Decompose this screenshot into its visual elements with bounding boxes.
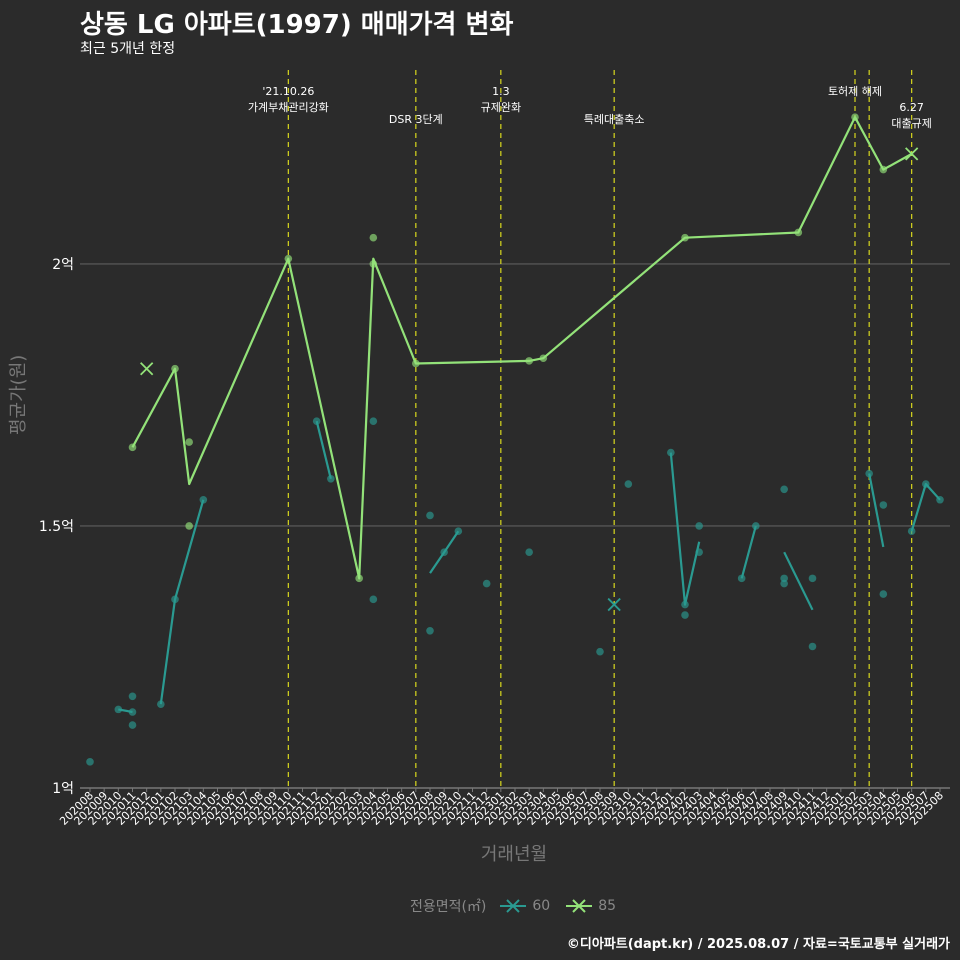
data-point-85 xyxy=(128,443,137,452)
legend-label-85: 85 xyxy=(598,898,617,914)
data-point-60 xyxy=(865,469,873,478)
legend: 전용면적(㎡) 60 85 xyxy=(0,896,960,916)
data-point-85 xyxy=(851,113,859,121)
legend-item-60: 60 xyxy=(500,898,550,914)
data-point-60 xyxy=(808,642,817,651)
data-point-85 xyxy=(185,438,193,446)
data-point-60 xyxy=(369,417,378,425)
data-point-85 xyxy=(171,364,179,373)
y-tick-label: 1억 xyxy=(52,781,74,797)
legend-swatch-85 xyxy=(566,899,593,913)
data-point-60 xyxy=(667,448,675,457)
policy-lines xyxy=(287,70,913,788)
data-point-60 xyxy=(454,527,463,535)
series-line-60 xyxy=(783,551,814,611)
data-point-60 xyxy=(199,495,208,504)
data-point-85 xyxy=(355,574,363,583)
series-line-60 xyxy=(868,473,885,548)
series-85 xyxy=(128,113,919,583)
data-point-60 xyxy=(879,590,888,598)
series-line-60 xyxy=(159,499,205,705)
data-point-85 xyxy=(369,260,378,268)
series-line-85 xyxy=(131,116,913,580)
data-point-60 xyxy=(624,480,633,488)
grid-lines xyxy=(80,263,950,789)
x-marker-85 xyxy=(140,362,154,376)
data-point-60 xyxy=(440,548,448,556)
data-point-60 xyxy=(369,595,378,604)
series-line-60 xyxy=(910,482,941,532)
chart-title: 상동 LG 아파트(1997) 매매가격 변화 xyxy=(80,10,514,40)
data-point-60 xyxy=(907,527,916,535)
series-line-60 xyxy=(669,452,701,606)
x-axis: 2020082020092020102020112020122021012021… xyxy=(57,788,946,828)
x-marker-60 xyxy=(607,597,621,612)
data-point-85 xyxy=(525,357,533,365)
data-point-60 xyxy=(681,600,689,609)
data-point-85 xyxy=(539,354,548,363)
data-point-60 xyxy=(808,574,817,583)
series-60 xyxy=(86,417,944,766)
y-axis: 1억 1.5억 2억 xyxy=(39,257,74,797)
policy-label: 대출규제 xyxy=(891,117,931,130)
policy-label: DSR 3단계 xyxy=(389,113,443,126)
data-point-85 xyxy=(794,228,803,237)
data-point-60 xyxy=(752,522,760,530)
policy-label: 토허제 해제 xyxy=(828,84,882,98)
data-point-60 xyxy=(879,501,888,509)
legend-title: 전용면적(㎡) xyxy=(409,899,487,915)
data-point-60 xyxy=(922,480,930,488)
legend-item-85: 85 xyxy=(566,898,616,914)
data-point-60 xyxy=(128,708,137,716)
data-point-85 xyxy=(284,254,293,263)
y-axis-title: 평균가(원) xyxy=(8,354,29,435)
data-point-60 xyxy=(695,548,703,556)
data-point-60 xyxy=(695,522,703,530)
x-axis-title: 거래년월 xyxy=(480,844,548,865)
legend-label-60: 60 xyxy=(532,898,551,914)
y-tick-label: 2억 xyxy=(52,257,74,273)
data-point-60 xyxy=(936,495,944,504)
x-marker-85 xyxy=(905,147,919,161)
data-point-60 xyxy=(86,757,94,766)
policy-label: 6.27 xyxy=(899,101,924,114)
data-point-60 xyxy=(780,579,788,588)
data-point-60 xyxy=(327,474,335,483)
data-point-60 xyxy=(737,574,746,583)
source-credit: ©디아파트(dapt.kr) / 2025.08.07 / 자료=국토교통부 실… xyxy=(566,937,950,952)
data-point-60 xyxy=(426,511,434,520)
y-tick-label: 1.5억 xyxy=(39,519,74,535)
data-point-60 xyxy=(780,485,788,494)
data-point-85 xyxy=(185,522,193,530)
data-point-60 xyxy=(525,548,533,556)
policy-label: '21.10.26 xyxy=(262,85,314,98)
data-point-60 xyxy=(482,579,491,588)
data-point-60 xyxy=(312,417,321,425)
data-point-85 xyxy=(879,165,888,174)
data-point-60 xyxy=(681,611,689,619)
data-point-85 xyxy=(412,359,420,368)
policy-label: 가계부채관리강화 xyxy=(248,101,329,114)
data-point-85 xyxy=(369,233,378,242)
policy-label: 1.3 xyxy=(492,85,510,98)
data-point-60 xyxy=(157,700,165,708)
chart-subtitle: 최근 5개년 한정 xyxy=(80,41,176,57)
data-point-60 xyxy=(128,692,137,701)
data-point-60 xyxy=(596,647,604,656)
data-point-60 xyxy=(171,595,179,604)
legend-swatch-60 xyxy=(500,899,527,913)
series-line-60 xyxy=(315,420,332,480)
data-point-60 xyxy=(426,626,434,635)
data-point-60 xyxy=(780,574,788,583)
data-point-85 xyxy=(681,233,689,242)
policy-label: 규제완화 xyxy=(481,101,521,114)
data-point-60 xyxy=(114,705,123,714)
policy-label: 특례대출축소 xyxy=(584,113,645,126)
data-point-60 xyxy=(128,721,137,729)
series-line-60 xyxy=(740,525,757,579)
